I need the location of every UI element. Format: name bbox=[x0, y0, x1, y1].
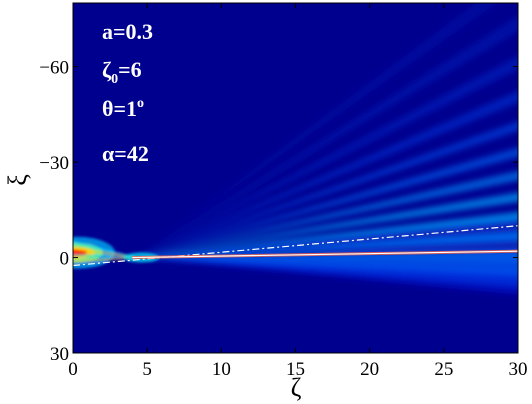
x-axis: 0 5 10 15 20 25 30 bbox=[68, 3, 528, 380]
x-tick-label: 5 bbox=[142, 359, 152, 380]
x-axis-label: ζ bbox=[291, 373, 302, 402]
heatmap-ray bbox=[135, 192, 518, 258]
heatmap-ray bbox=[135, 147, 518, 258]
annotation-theta: θ=1o bbox=[102, 96, 144, 121]
x-tick-label: 10 bbox=[212, 359, 231, 380]
annotation-a: a=0.3 bbox=[102, 19, 153, 44]
plot-area bbox=[73, 3, 518, 353]
y-tick-label: 30 bbox=[50, 344, 69, 365]
heatmap-ray bbox=[135, 121, 518, 258]
y-tick-label: −60 bbox=[39, 58, 69, 79]
heatmap-ray bbox=[135, 3, 498, 258]
heatmap-band bbox=[135, 218, 518, 278]
x-tick-label: 15 bbox=[286, 359, 305, 380]
y-axis-label: ξ bbox=[3, 174, 32, 186]
annotation-zeta0: ζ0=6 bbox=[102, 57, 142, 87]
heatmap-ray bbox=[135, 55, 518, 258]
heatmap-ray bbox=[135, 170, 518, 258]
y-tick-label: −30 bbox=[39, 153, 69, 174]
y-axis: −60 −30 0 30 bbox=[39, 58, 518, 365]
x-tick-label: 20 bbox=[360, 359, 379, 380]
x-tick-label: 25 bbox=[434, 359, 453, 380]
source-streak bbox=[73, 240, 136, 259]
x-tick-label: 30 bbox=[509, 359, 528, 380]
annotation-alpha: α=42 bbox=[102, 141, 149, 166]
parameter-annotations: a=0.3 ζ0=6 θ=1o α=42 bbox=[102, 19, 153, 166]
heatmap-ray bbox=[135, 15, 518, 258]
y-tick-label: 0 bbox=[60, 249, 70, 270]
heatmap-ray bbox=[135, 257, 518, 287]
heatmap-source bbox=[73, 236, 160, 269]
heatmap-ray bbox=[135, 211, 518, 258]
beam-axis-line bbox=[132, 250, 518, 259]
heatmap-ray bbox=[135, 90, 518, 258]
x-tick-label: 0 bbox=[68, 359, 78, 380]
reference-lines bbox=[73, 225, 518, 267]
